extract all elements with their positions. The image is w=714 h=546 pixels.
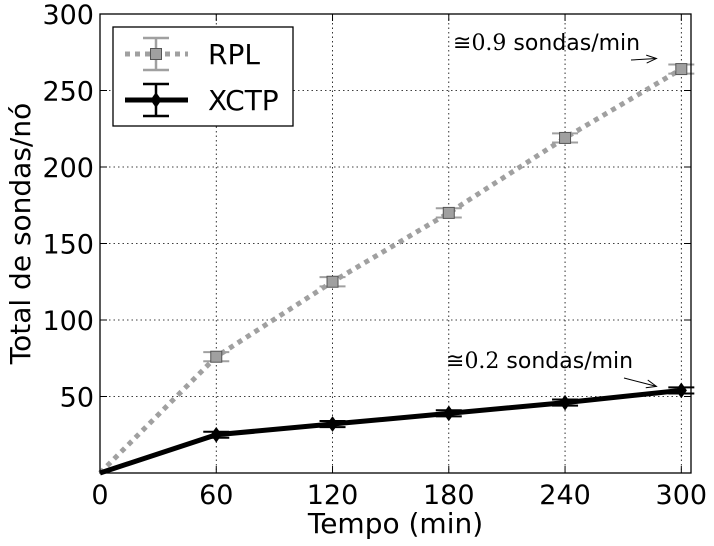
legend-marker (150, 92, 162, 108)
ticks: 0 60 120 180 240 300 50 100 150 200 250 300 (42, 0, 707, 511)
legend-marker (150, 48, 162, 60)
legend: RPL XCTP (112, 26, 294, 127)
series-xctp (99, 382, 695, 476)
annotation-label: ≅0.9 sondas/min (453, 31, 640, 56)
x-tick-label: 300 (656, 480, 708, 511)
annotation-arrow (623, 377, 657, 387)
y-tick-label: 50 (60, 383, 94, 414)
y-axis-label: Total de sondas/nó (4, 103, 37, 366)
data-point (326, 416, 339, 432)
series-line (99, 387, 682, 476)
series-rpl (98, 63, 695, 475)
legend-entry-xctp: XCTP (125, 82, 279, 118)
x-tick-label: 60 (199, 480, 233, 511)
legend-label: XCTP (208, 84, 279, 117)
series-layer (98, 63, 695, 476)
series-line (98, 66, 683, 475)
annotation-label: ≅0.2 sondas/min (446, 349, 633, 374)
legend-entry-rpl: RPL (125, 36, 260, 72)
annotation-arrowhead (646, 54, 658, 64)
data-point (442, 206, 455, 219)
y-tick-label: 100 (42, 306, 94, 337)
x-tick-label: 240 (539, 480, 591, 511)
y-tick-label: 150 (42, 230, 94, 261)
y-tick-label: 200 (42, 153, 94, 184)
x-tick-label: 180 (423, 480, 475, 511)
data-point (326, 275, 339, 288)
y-tick-label: 250 (42, 77, 94, 108)
annotations: ≅0.9 sondas/min ≅0.2 sondas/min (446, 31, 658, 389)
data-point (675, 382, 687, 399)
x-tick-label: 120 (307, 480, 359, 511)
annotation-arrow (630, 57, 657, 61)
y-tick-label: 300 (42, 0, 94, 31)
data-point (559, 394, 571, 411)
annotation-arrowhead (645, 379, 658, 389)
data-point (559, 131, 572, 144)
legend-box (112, 26, 294, 127)
data-point (675, 63, 688, 76)
x-axis-label: Tempo (min) (307, 507, 483, 540)
legend-label: RPL (208, 38, 260, 71)
x-tick-label: 0 (91, 480, 108, 511)
data-point (210, 350, 223, 363)
data-point (210, 426, 222, 443)
data-point (443, 405, 455, 422)
